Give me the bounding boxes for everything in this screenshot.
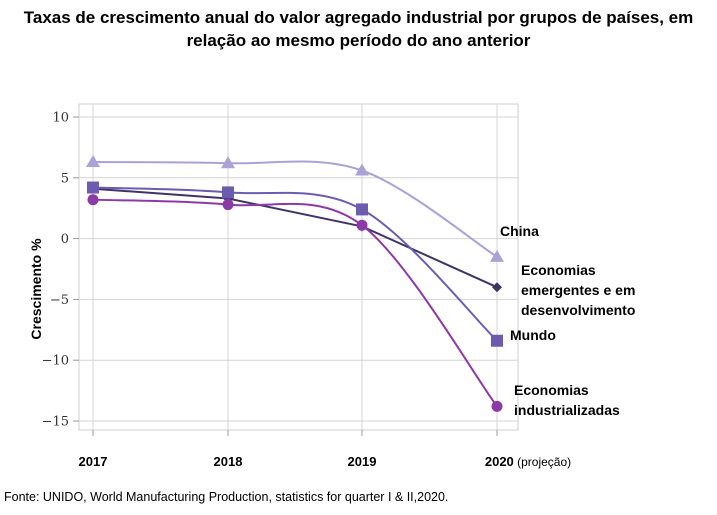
data-point-economias-industrializadas (356, 219, 368, 231)
y-tick-label: 0 (61, 232, 69, 247)
chart-title: Taxas de crescimento anual do valor agre… (0, 6, 717, 52)
series-label-china: China (500, 223, 539, 239)
y-tick-label: −10 (42, 354, 69, 369)
source-note: Fonte: UNIDO, World Manufacturing Produc… (4, 490, 449, 504)
series-label-economias-industrializadas: Economias industrializadas (514, 382, 620, 418)
series-label-economias-emergentes-e-em-desenvolvimento: Economias emergentes e em desenvolvimento (521, 262, 635, 318)
x-tick-label: 2018 (214, 454, 243, 469)
data-point-china (490, 249, 504, 262)
y-tick-label: −15 (42, 415, 69, 430)
y-tick-label: 10 (52, 111, 69, 126)
series-line-mundo (92, 186, 498, 342)
data-point-mundo (491, 334, 503, 347)
series-label-mundo: Mundo (510, 327, 556, 343)
chart-title-line-2: relação ao mesmo período do ano anterior (186, 31, 531, 50)
chart-title-line-1: Taxas de crescimento anual do valor agre… (23, 8, 694, 27)
x-tick-label: 2019 (348, 454, 377, 469)
data-point-mundo (222, 186, 234, 199)
data-point-china (355, 163, 369, 176)
data-point-china (86, 154, 100, 167)
data-point-economias-industrializadas (87, 194, 99, 206)
y-tick-label: 5 (61, 171, 69, 186)
data-point-mundo (356, 203, 368, 216)
series-line-china (92, 160, 498, 258)
data-point-economias-industrializadas (491, 400, 503, 412)
data-point-economias-industrializadas (222, 199, 234, 211)
data-point-china (221, 156, 235, 169)
x-tick-label: 2017 (79, 454, 108, 469)
y-axis-label: Crescimento % (28, 238, 44, 340)
data-point-mundo (87, 181, 99, 194)
y-tick-label: −5 (50, 293, 69, 308)
x-tick-label: 2020 (projeção) (485, 454, 571, 469)
data-point-economias-emergentes-e-em-desenvolvimento (492, 282, 502, 293)
series-line-economias-emergentes-e-em-desenvolvimento (92, 187, 498, 289)
series-line-economias-industrializadas (92, 198, 498, 407)
plot-frame (78, 103, 519, 431)
